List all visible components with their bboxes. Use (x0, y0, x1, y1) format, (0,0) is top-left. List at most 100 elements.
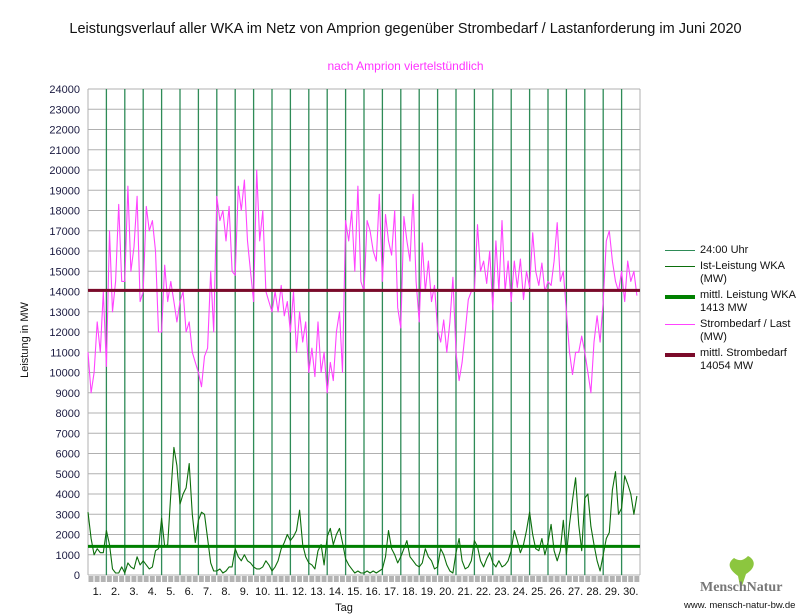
x-tick-block (634, 576, 640, 582)
x-tick-block (585, 576, 591, 582)
y-tick-label: 0 (74, 570, 80, 582)
x-tick-block (303, 576, 309, 582)
x-tick-block (174, 576, 180, 582)
x-tick-block (395, 576, 401, 582)
legend-item-demand: Strombedarf / Last (MW) (665, 318, 796, 344)
x-tick-label: 23. (494, 586, 509, 598)
x-tick-block (481, 576, 486, 582)
x-tick-block (192, 576, 198, 582)
x-tick-block (278, 576, 284, 582)
x-tick-label: 2. (111, 586, 120, 598)
x-tick-block (162, 576, 168, 582)
x-tick-block (315, 576, 321, 582)
x-tick-block (628, 576, 634, 582)
x-tick-block (456, 576, 462, 582)
x-tick-block (143, 576, 149, 582)
x-tick-label: 3. (129, 586, 138, 598)
x-tick-block (88, 576, 94, 582)
chart-subtitle: nach Amprion viertelstündlich (327, 59, 484, 73)
x-tick-block (186, 576, 192, 582)
x-tick-block (235, 576, 241, 582)
x-tick-block (615, 576, 621, 582)
x-tick-label: 22. (476, 586, 491, 598)
legend-swatch (665, 353, 695, 357)
x-tick-block (560, 576, 566, 582)
x-tick-block (413, 576, 419, 582)
y-tick-label: 18000 (49, 206, 80, 218)
x-tick-block (223, 576, 229, 582)
ginkgo-leaf-logo-icon (729, 556, 754, 586)
x-tick-label: 5. (166, 586, 175, 598)
x-tick-block (333, 576, 339, 582)
x-tick-block (364, 576, 370, 582)
x-tick-block (530, 576, 536, 582)
x-tick-block (573, 576, 578, 582)
x-tick-block (579, 576, 585, 582)
y-tick-label: 3000 (56, 509, 80, 521)
x-tick-block (462, 576, 468, 582)
x-tick-block (474, 576, 480, 582)
x-tick-block (205, 576, 210, 582)
x-tick-block (487, 576, 493, 582)
y-tick-label: 6000 (56, 449, 80, 461)
legend: 24:00 Uhr Ist-Leistung WKA (MW) mittl. Lei… (665, 244, 796, 376)
x-tick-block (468, 576, 474, 582)
legend-swatch (665, 250, 695, 251)
x-tick-label: 14. (329, 586, 344, 598)
x-tick-label: 9. (240, 586, 249, 598)
y-tick-label: 11000 (50, 347, 80, 359)
x-tick-block (229, 576, 235, 582)
y-tick-label: 16000 (49, 246, 80, 258)
y-axis-label: Leistung in MW (19, 301, 31, 377)
x-tick-block (94, 576, 100, 582)
x-tick-label: 13. (310, 586, 325, 598)
x-tick-block (444, 576, 450, 582)
x-tick-block (125, 576, 131, 582)
x-tick-block (493, 576, 499, 582)
x-axis-label: Tag (335, 602, 353, 614)
x-tick-block (566, 576, 572, 582)
y-tick-label: 20000 (49, 165, 80, 177)
legend-item-wind_mean: mittl. Leistung WKA 1413 MW (665, 289, 796, 315)
y-tick-label: 13000 (49, 307, 80, 319)
x-tick-block (284, 576, 290, 582)
y-tick-label: 23000 (49, 104, 80, 116)
x-tick-block (622, 576, 628, 582)
y-tick-label: 9000 (56, 388, 80, 400)
x-tick-block (505, 576, 511, 582)
x-tick-label: 25. (531, 586, 546, 598)
x-tick-block (376, 576, 382, 582)
legend-label: Strombedarf / Last (MW) (700, 318, 791, 343)
x-tick-label: 17. (384, 586, 399, 598)
x-tick-block (321, 576, 327, 582)
x-tick-block (198, 576, 204, 582)
legend-label: Ist-Leistung WKA (MW) (700, 260, 785, 285)
x-tick-block (370, 576, 376, 582)
y-tick-label: 10000 (49, 368, 80, 380)
x-tick-label: 28. (586, 586, 601, 598)
x-tick-label: 27. (568, 586, 583, 598)
x-tick-block (266, 576, 272, 582)
legend-label: mittl. Leistung WKA 1413 MW (700, 289, 796, 314)
x-tick-label: 16. (366, 586, 381, 598)
x-tick-block (254, 576, 260, 582)
x-tick-block (548, 576, 554, 582)
x-tick-label: 12. (292, 586, 307, 598)
legend-swatch (665, 324, 695, 325)
y-tick-label: 8000 (56, 408, 80, 420)
x-tick-label: 29. (605, 586, 620, 598)
x-tick-block (591, 576, 597, 582)
x-tick-block (290, 576, 296, 582)
legend-label: mittl. Strombedarf 14054 MW (700, 347, 787, 372)
x-tick-label: 26. (550, 586, 565, 598)
x-tick-block (272, 576, 278, 582)
x-tick-label: 24. (513, 586, 528, 598)
x-tick-block (346, 576, 352, 582)
x-tick-block (339, 576, 345, 582)
x-tick-block (297, 576, 302, 582)
legend-item-day_line: 24:00 Uhr (665, 244, 796, 257)
legend-swatch (665, 266, 695, 267)
x-tick-block (119, 576, 125, 582)
x-tick-label: 19. (421, 586, 436, 598)
